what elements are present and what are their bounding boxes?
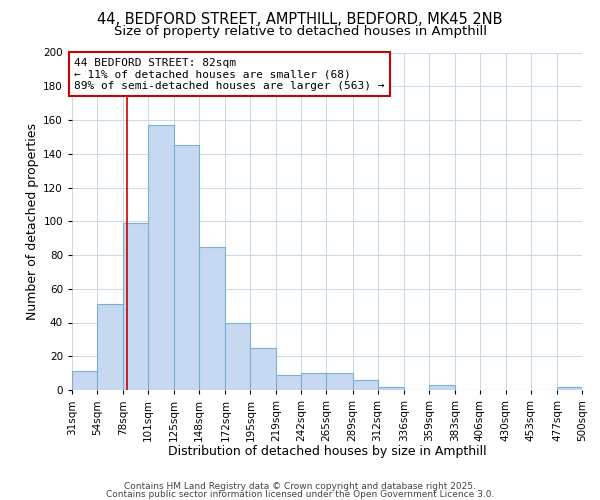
Bar [148,125,174,390]
Bar [377,386,404,390]
X-axis label: Distribution of detached houses by size in Ampthill: Distribution of detached houses by size … [167,446,487,458]
Bar [123,223,148,390]
Bar [353,380,377,390]
Bar [250,348,277,390]
Bar [199,246,226,390]
Text: Contains HM Land Registry data © Crown copyright and database right 2025.: Contains HM Land Registry data © Crown c… [124,482,476,491]
Text: Contains public sector information licensed under the Open Government Licence 3.: Contains public sector information licen… [106,490,494,499]
Bar [226,322,250,390]
Text: 44, BEDFORD STREET, AMPTHILL, BEDFORD, MK45 2NB: 44, BEDFORD STREET, AMPTHILL, BEDFORD, M… [97,12,503,28]
Bar [428,385,455,390]
Text: Size of property relative to detached houses in Ampthill: Size of property relative to detached ho… [113,25,487,38]
Bar [277,375,301,390]
Bar [326,373,353,390]
Bar [301,373,326,390]
Y-axis label: Number of detached properties: Number of detached properties [26,122,39,320]
Text: 44 BEDFORD STREET: 82sqm
← 11% of detached houses are smaller (68)
89% of semi-d: 44 BEDFORD STREET: 82sqm ← 11% of detach… [74,58,385,91]
Bar [557,386,582,390]
Bar [174,146,199,390]
Bar [72,372,97,390]
Bar [97,304,123,390]
